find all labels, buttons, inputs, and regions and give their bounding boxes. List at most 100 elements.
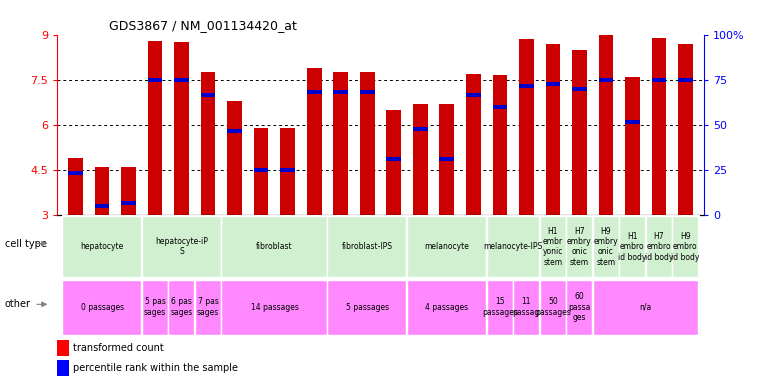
Bar — [254, 168, 269, 172]
Text: GSM568497: GSM568497 — [497, 225, 503, 268]
Text: GSM568486: GSM568486 — [205, 225, 212, 268]
Bar — [327, 280, 406, 335]
Text: GDS3867 / NM_001134420_at: GDS3867 / NM_001134420_at — [109, 19, 297, 32]
Text: GSM568500: GSM568500 — [576, 225, 582, 268]
Bar — [380, 215, 407, 278]
Text: H1
embr
yonic
stem: H1 embr yonic stem — [543, 227, 563, 267]
Bar — [148, 41, 162, 215]
Bar — [221, 280, 327, 335]
Text: hepatocyte-iP
S: hepatocyte-iP S — [155, 237, 208, 257]
Text: GSM568481: GSM568481 — [72, 225, 78, 268]
Bar — [519, 84, 533, 88]
Text: fibroblast-IPS: fibroblast-IPS — [342, 242, 393, 251]
Bar — [440, 157, 454, 161]
Bar — [407, 280, 486, 335]
Text: GSM568494: GSM568494 — [417, 225, 423, 268]
Bar — [540, 215, 566, 278]
Bar — [275, 215, 301, 278]
Bar — [301, 215, 327, 278]
Bar — [360, 90, 374, 94]
Bar — [333, 90, 348, 94]
Bar — [360, 72, 374, 215]
Text: GSM568493: GSM568493 — [390, 225, 396, 268]
Text: GSM568484: GSM568484 — [152, 225, 158, 268]
Bar — [95, 167, 110, 215]
Text: GSM568496: GSM568496 — [470, 225, 476, 268]
Bar — [486, 280, 512, 335]
Bar — [254, 128, 269, 215]
Bar — [62, 216, 142, 277]
Bar — [678, 44, 693, 215]
Bar — [121, 167, 136, 215]
Bar — [651, 38, 666, 215]
Bar — [672, 216, 698, 277]
Bar — [280, 168, 295, 172]
Text: 50
passages: 50 passages — [535, 298, 571, 317]
Bar — [672, 215, 699, 278]
Bar — [121, 201, 136, 205]
Bar — [434, 215, 460, 278]
Bar — [57, 360, 68, 376]
Text: 6 pas
sages: 6 pas sages — [170, 298, 193, 317]
Bar — [572, 50, 587, 215]
Bar — [333, 72, 348, 215]
Bar — [62, 280, 142, 335]
Bar — [546, 44, 560, 215]
Bar — [307, 68, 321, 215]
Text: melanocyte: melanocyte — [425, 242, 470, 251]
Bar — [513, 280, 539, 335]
Bar — [407, 216, 486, 277]
Text: GSM568488: GSM568488 — [258, 225, 264, 268]
Text: 60
passa
ges: 60 passa ges — [568, 292, 591, 322]
Text: GSM568489: GSM568489 — [285, 225, 291, 268]
Bar — [440, 104, 454, 215]
Text: GSM568490: GSM568490 — [311, 225, 317, 268]
Bar — [174, 78, 189, 82]
Text: GSM568495: GSM568495 — [444, 225, 450, 268]
Bar — [228, 129, 242, 133]
Bar — [327, 215, 354, 278]
Text: GSM568492: GSM568492 — [365, 225, 371, 268]
Text: fibroblast: fibroblast — [256, 242, 293, 251]
Bar — [486, 216, 539, 277]
Bar — [221, 216, 327, 277]
Bar — [387, 110, 401, 215]
Bar — [566, 215, 593, 278]
Bar — [466, 74, 481, 215]
Text: GSM568504: GSM568504 — [683, 225, 689, 268]
Bar — [68, 171, 83, 175]
Bar — [645, 216, 672, 277]
Bar — [89, 215, 116, 278]
Text: GSM568501: GSM568501 — [603, 225, 609, 268]
Text: cell type: cell type — [5, 238, 46, 248]
Bar — [599, 35, 613, 215]
Bar — [142, 215, 168, 278]
Text: 4 passages: 4 passages — [425, 303, 468, 312]
Text: GSM568498: GSM568498 — [524, 225, 530, 268]
Bar — [466, 93, 481, 97]
Text: GSM568483: GSM568483 — [126, 225, 132, 268]
Bar — [201, 93, 215, 97]
Bar — [413, 104, 428, 215]
Bar — [116, 215, 142, 278]
Bar — [57, 341, 68, 356]
Bar — [619, 215, 645, 278]
Text: melanocyte-IPS: melanocyte-IPS — [483, 242, 543, 251]
Bar — [201, 72, 215, 215]
Text: GSM568485: GSM568485 — [179, 225, 185, 268]
Bar — [625, 77, 640, 215]
Text: 0 passages: 0 passages — [81, 303, 124, 312]
Text: 11
passag: 11 passag — [513, 298, 540, 317]
Bar — [280, 128, 295, 215]
Bar — [519, 39, 533, 215]
Bar — [354, 215, 380, 278]
Bar — [566, 280, 592, 335]
Bar — [645, 215, 672, 278]
Bar — [486, 215, 513, 278]
Text: n/a: n/a — [639, 303, 651, 312]
Bar — [221, 215, 248, 278]
Bar — [678, 78, 693, 82]
Bar — [148, 78, 162, 82]
Bar — [407, 215, 434, 278]
Text: GSM568487: GSM568487 — [231, 225, 237, 268]
